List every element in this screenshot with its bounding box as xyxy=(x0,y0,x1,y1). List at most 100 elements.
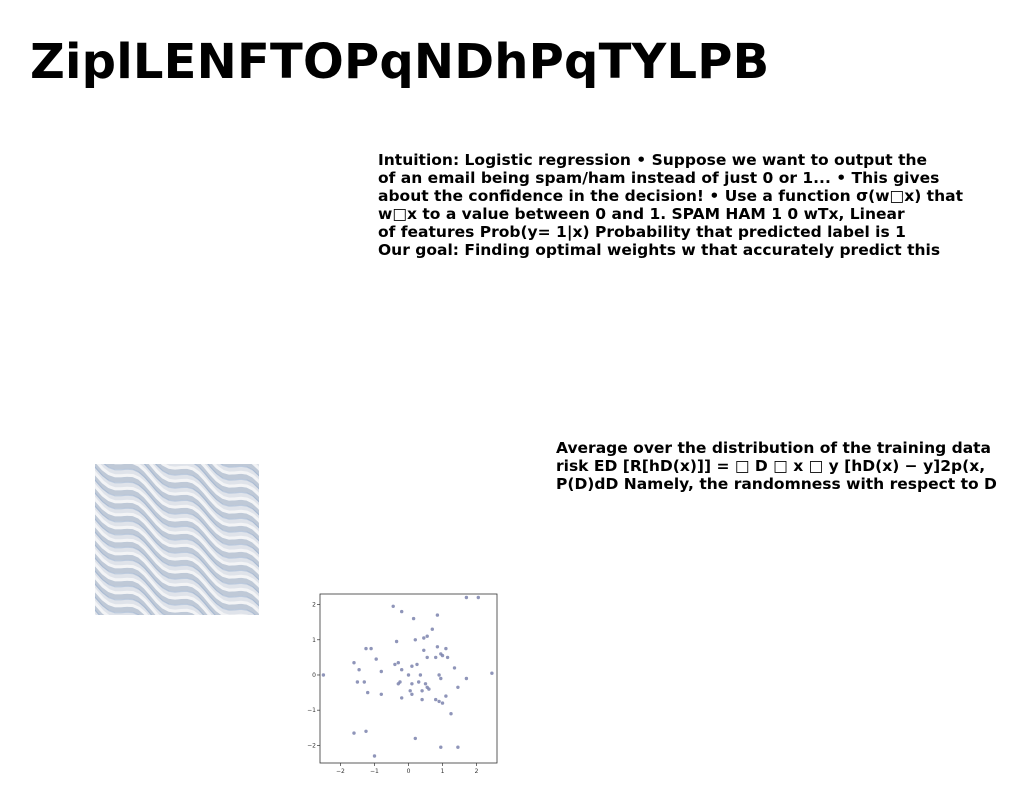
texture-wave-shadow xyxy=(95,512,259,607)
scatter-point xyxy=(396,661,400,665)
texture-wave-accent xyxy=(95,596,140,615)
x-tick-label: 0 xyxy=(407,768,411,775)
texture-wave-shadow xyxy=(95,525,259,615)
texture-wave-accent xyxy=(95,544,216,615)
scatter-point xyxy=(449,712,453,716)
scatter-point xyxy=(464,595,469,600)
texture-wave-shadow xyxy=(207,464,259,490)
texture-wave-accent xyxy=(95,479,259,568)
scatter-point xyxy=(415,662,419,667)
scatter-point xyxy=(427,687,431,691)
scatter-point xyxy=(357,668,361,672)
texture-wave-highlight xyxy=(95,548,212,615)
scatter-point xyxy=(422,636,426,640)
y-tick-label: 2 xyxy=(312,602,316,609)
scatter-point xyxy=(355,680,360,684)
texture-wave-highlight xyxy=(95,574,160,615)
scatter-point xyxy=(396,682,400,686)
scatter-point xyxy=(417,680,421,684)
texture-wave-shadow xyxy=(95,464,259,555)
texture-wave-shadow xyxy=(103,464,259,542)
scatter-point xyxy=(439,676,443,681)
plot-frame xyxy=(319,593,498,764)
scatter-point xyxy=(425,634,429,638)
texture-wave-accent xyxy=(143,464,259,529)
scatter-point xyxy=(464,676,469,681)
scatter-point xyxy=(422,648,426,652)
scatter-point xyxy=(379,692,383,696)
scatter-point xyxy=(420,697,424,702)
x-tick-label: 1 xyxy=(441,768,445,775)
paragraph-line: of an email being spam/ham instead of ju… xyxy=(378,169,940,187)
scatter-point xyxy=(364,646,368,651)
scatter-plot: −2 −1 0 1 2 2 1 0 −1 −2 xyxy=(303,590,503,780)
scatter-point xyxy=(435,645,440,649)
texture-wave-accent xyxy=(95,492,259,581)
scatter-point xyxy=(406,673,411,677)
paragraph-line: risk ED [R[hD(x)]] = □ D □ x □ y [hD(x) … xyxy=(556,457,986,475)
texture-wave-shadow xyxy=(95,486,259,581)
scatter-point xyxy=(435,613,440,617)
scatter-point xyxy=(391,604,395,608)
scatter-point xyxy=(410,692,414,696)
scatter-point xyxy=(423,682,428,686)
scatter-point xyxy=(352,731,356,735)
paragraph-line: P(D)dD Namely, the randomness with respe… xyxy=(556,475,997,493)
texture-wave-accent xyxy=(220,464,259,477)
texture-wave-shadow xyxy=(95,590,146,615)
scatter-point xyxy=(445,655,450,660)
scatter-point xyxy=(394,639,399,644)
scatter-point xyxy=(440,701,445,705)
texture-wave-highlight xyxy=(95,587,149,615)
paragraph-line: Average over the distribution of the tra… xyxy=(556,439,992,457)
scatter-point xyxy=(410,664,414,668)
texture-wave-highlight xyxy=(96,464,259,550)
scatter-point xyxy=(400,609,404,614)
scatter-point xyxy=(437,673,441,677)
wave-texture-image xyxy=(95,464,259,615)
scatter-point xyxy=(452,666,457,670)
scatter-point xyxy=(456,685,460,689)
texture-wave-accent xyxy=(95,583,153,615)
scatter-point xyxy=(362,680,366,684)
scatter-point xyxy=(490,671,494,675)
scatter-point xyxy=(364,729,368,733)
scatter-point xyxy=(374,657,378,661)
texture-wave-highlight xyxy=(95,561,201,615)
scatter-point xyxy=(437,699,441,704)
logistic-regression-paragraph: Intuition: Logistic regression • Suppose… xyxy=(378,151,963,259)
scatter-point xyxy=(413,638,417,642)
scatter-point xyxy=(369,646,373,651)
scatter-point xyxy=(393,662,397,667)
y-tick-label: 1 xyxy=(312,637,316,644)
paragraph-line: Our goal: Finding optimal weights w that… xyxy=(378,241,941,259)
scatter-plot-svg: −2 −1 0 1 2 2 1 0 −1 −2 xyxy=(307,593,498,775)
scatter-point xyxy=(434,697,438,702)
texture-wave-shadow xyxy=(95,538,223,615)
scatter-point xyxy=(456,745,460,749)
scatter-point xyxy=(400,696,404,700)
y-tick-label: −1 xyxy=(307,707,316,714)
x-tick-label: −2 xyxy=(336,768,345,775)
texture-wave-highlight xyxy=(95,470,259,563)
texture-wave-accent xyxy=(193,464,259,503)
texture-wave-shadow xyxy=(194,464,259,503)
scatter-point xyxy=(425,655,429,660)
texture-wave-highlight xyxy=(95,509,259,602)
texture-wave-accent xyxy=(95,531,256,615)
texture-wave-shadow xyxy=(95,564,197,615)
scatter-point xyxy=(410,682,414,686)
paragraph-line: about the confidence in the decision! • … xyxy=(378,187,963,205)
scatter-point xyxy=(400,668,404,672)
scatter-point xyxy=(411,616,416,621)
texture-wave-shadow xyxy=(143,464,259,529)
texture-wave-accent xyxy=(95,557,205,615)
texture-wave-shadow xyxy=(154,464,259,516)
scatter-point xyxy=(434,655,438,660)
texture-wave-highlight xyxy=(200,464,259,498)
scatter-point xyxy=(430,627,434,631)
scatter-point xyxy=(413,736,417,741)
texture-wave-accent xyxy=(95,518,259,607)
scatter-point xyxy=(444,694,448,698)
texture-wave-highlight xyxy=(113,464,259,537)
